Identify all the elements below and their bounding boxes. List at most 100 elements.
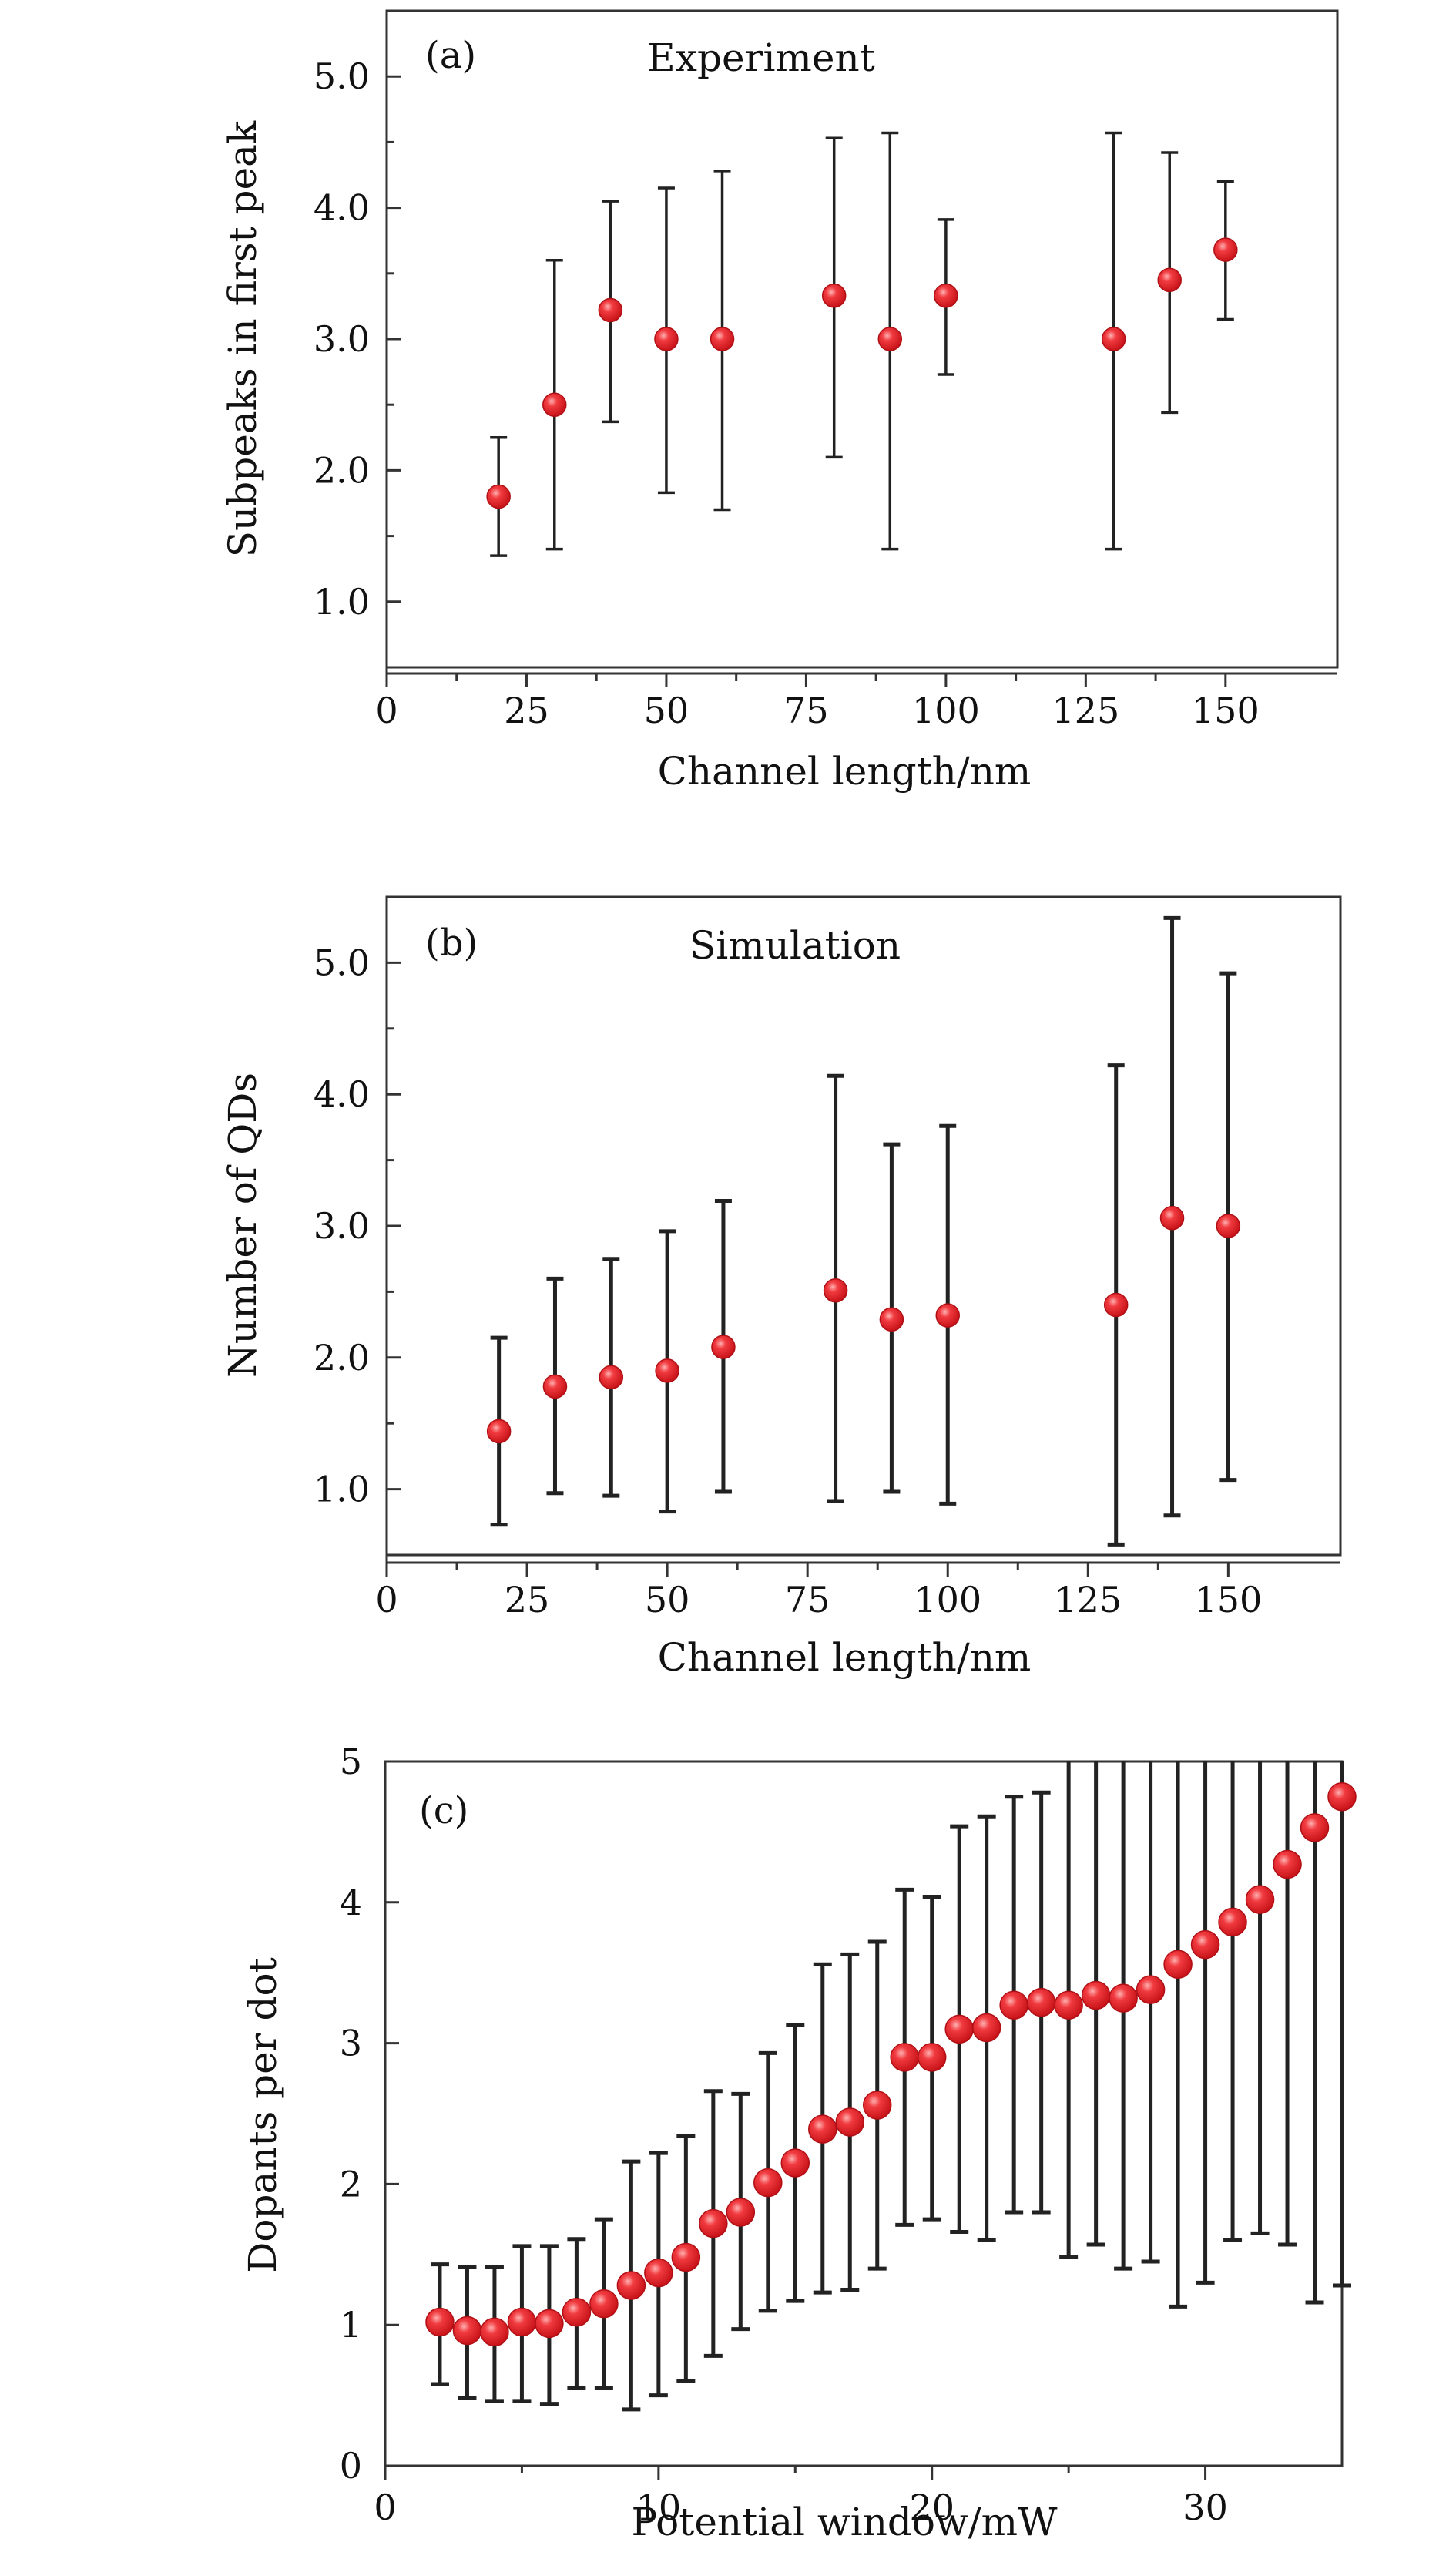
y-axis-title-a: Subpeaks in first peak	[220, 120, 265, 557]
data-marker	[1136, 1975, 1166, 2004]
data-marker	[726, 2198, 756, 2227]
data-point-a	[1101, 131, 1126, 551]
data-marker	[821, 284, 847, 308]
data-marker	[655, 1358, 679, 1383]
data-point-c	[616, 2159, 646, 2412]
data-point-b	[1103, 1063, 1129, 1547]
panel-title-a: Experiment	[647, 35, 874, 80]
data-marker	[535, 2309, 564, 2339]
data-point-c	[1109, 1761, 1138, 2271]
data-marker	[753, 2168, 783, 2198]
data-point-c	[1300, 1761, 1330, 2305]
data-point-c	[535, 2244, 564, 2406]
data-marker	[589, 2289, 619, 2319]
data-marker	[710, 327, 735, 351]
data-point-c	[944, 1824, 974, 2235]
data-point-b	[542, 1276, 568, 1496]
data-point-c	[753, 2050, 783, 2313]
data-marker	[1157, 267, 1182, 293]
data-point-b	[1216, 971, 1241, 1483]
data-marker	[862, 2091, 892, 2120]
x-tick-label-a: 50	[644, 690, 689, 731]
x-axis-title-b: Channel length/nm	[658, 1635, 1032, 1680]
x-tick-label-a: 125	[1052, 690, 1119, 731]
panel-c: (c) Potential window/mW Dopants per dot …	[240, 1741, 1357, 2544]
x-tick-label-b: 75	[785, 1579, 830, 1620]
data-marker	[890, 2043, 919, 2072]
data-marker	[654, 327, 679, 351]
data-point-c	[699, 2089, 728, 2358]
ticks-a: 1.0 2.0 3.0 4.0 5.0 0 25 50 75 100 125 150	[314, 55, 1337, 731]
data-point-c	[1081, 1761, 1111, 2247]
panel-a: (a) Experiment Channel length/nm Subpeak…	[220, 9, 1339, 794]
x-tick-label-b: 50	[645, 1579, 690, 1620]
data-marker	[1300, 1813, 1330, 1842]
series-c	[425, 1761, 1357, 2412]
y-tick-label-c: 4	[340, 1882, 362, 1923]
data-point-b	[711, 1199, 736, 1494]
y-axis-title-b: Number of QDs	[220, 1073, 265, 1378]
data-marker	[808, 2114, 837, 2144]
ticks-b: 1.0 2.0 3.0 4.0 5.0 0 25 50 75 100 125 150	[314, 942, 1340, 1620]
y-tick-label-c: 1	[340, 2304, 362, 2346]
x-axis-title-c: Potential window/mW	[632, 2500, 1058, 2544]
data-point-c	[562, 2237, 592, 2390]
data-point-c	[917, 1894, 947, 2222]
data-point-c	[780, 2023, 810, 2303]
ticks-c: 0 1 2 3 4 5 0 10 20 30	[340, 1741, 1228, 2528]
data-marker	[599, 1365, 624, 1390]
data-marker	[1054, 1990, 1083, 2020]
y-axis-title-c: Dopants per dot	[240, 1957, 285, 2272]
y-tick-label-c: 5	[340, 1741, 362, 1782]
data-point-c	[1136, 1761, 1166, 2264]
data-point-a	[934, 218, 958, 376]
data-marker	[644, 2258, 673, 2288]
data-marker	[877, 327, 903, 351]
y-tick-label-b: 2.0	[314, 1337, 370, 1379]
data-point-c	[835, 1952, 865, 2292]
panel-title-b: Simulation	[689, 923, 901, 968]
data-marker	[935, 1303, 960, 1328]
panel-label-a: (a)	[425, 34, 476, 77]
x-tick-label-a: 25	[504, 690, 549, 731]
data-marker	[616, 2271, 646, 2300]
data-marker	[1273, 1849, 1302, 1879]
data-point-c	[1026, 1790, 1056, 2215]
data-point-b	[879, 1142, 904, 1494]
y-tick-label-c: 0	[340, 2445, 362, 2487]
plot-frame-a	[385, 9, 1339, 669]
data-marker	[1163, 1950, 1193, 1979]
x-tick-label-c: 0	[374, 2487, 396, 2528]
x-tick-label-a: 0	[375, 690, 398, 731]
data-point-c	[726, 2091, 756, 2332]
data-point-c	[808, 1962, 837, 2295]
data-point-b	[1159, 915, 1185, 1518]
data-point-a	[486, 436, 511, 557]
data-point-b	[823, 1073, 848, 1503]
data-point-b	[486, 1335, 512, 1527]
data-marker	[1109, 1983, 1138, 2013]
data-point-b	[655, 1229, 679, 1514]
x-tick-label-b: 0	[375, 1579, 398, 1620]
data-marker	[671, 2242, 701, 2272]
y-tick-label-a: 1.0	[314, 581, 370, 623]
data-point-c	[589, 2217, 619, 2390]
data-point-a	[598, 200, 623, 424]
data-marker	[542, 392, 567, 417]
data-point-c	[1245, 1761, 1275, 2235]
data-marker	[999, 1990, 1028, 2020]
series-b	[486, 915, 1241, 1547]
data-marker	[1218, 1907, 1247, 1937]
data-marker	[823, 1278, 848, 1303]
data-marker	[1081, 1980, 1111, 2010]
data-marker	[1103, 1292, 1129, 1318]
panel-label-c: (c)	[419, 1789, 468, 1832]
data-marker	[486, 1419, 512, 1444]
data-point-c	[1327, 1761, 1357, 2288]
data-marker	[934, 284, 958, 308]
data-point-a	[821, 136, 847, 459]
data-marker	[452, 2316, 482, 2346]
x-axis-title-a: Channel length/nm	[658, 749, 1032, 794]
y-tick-label-a: 4.0	[314, 187, 370, 229]
data-point-c	[1163, 1761, 1193, 2309]
